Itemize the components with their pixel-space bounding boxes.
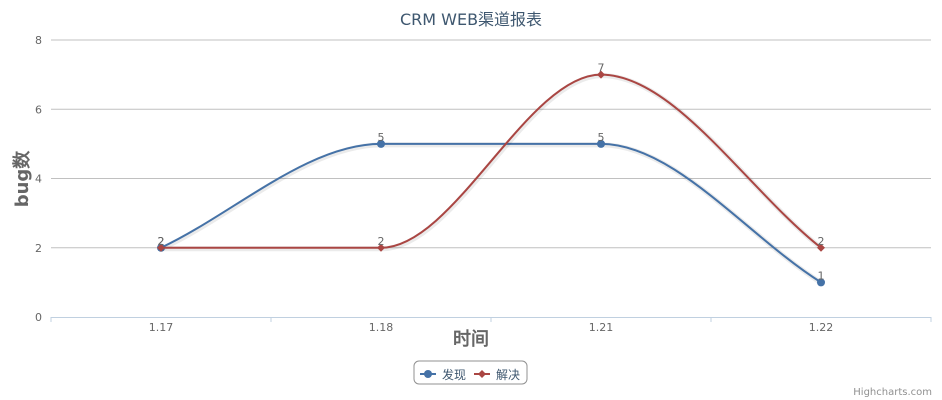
series-1-point-1 bbox=[377, 243, 385, 252]
legend-marker-found bbox=[424, 370, 432, 378]
series-1-point-2 bbox=[597, 70, 605, 79]
series-1-point-3 bbox=[817, 243, 825, 252]
series-0-data-label-0: 2 bbox=[158, 235, 165, 248]
series-1-point-0 bbox=[157, 243, 165, 252]
series-lines bbox=[157, 70, 825, 287]
y-tick-label-2: 4 bbox=[35, 173, 42, 186]
series-0-data-label-2: 5 bbox=[598, 131, 605, 144]
series-1-data-label-0: 2 bbox=[158, 235, 165, 248]
series-1-data-label-1: 2 bbox=[378, 235, 385, 248]
series-0-point-2 bbox=[597, 139, 605, 148]
chart-title: CRM WEB渠道报表 bbox=[400, 10, 542, 29]
x-tick-label-3: 1.22 bbox=[809, 321, 834, 334]
y-tick-label-1: 2 bbox=[35, 242, 42, 255]
series-1-line bbox=[160, 73, 822, 249]
y-tick-label-3: 6 bbox=[35, 103, 42, 116]
credits-text[interactable]: Highcharts.com bbox=[853, 387, 932, 398]
legend-item-resolved[interactable]: 解决 bbox=[474, 368, 520, 382]
x-tick-label-2: 1.21 bbox=[589, 321, 614, 334]
series-0-point-1 bbox=[377, 139, 385, 148]
legend-marker-resolved bbox=[478, 370, 486, 378]
legend-box bbox=[413, 360, 528, 385]
grid-lines bbox=[51, 39, 931, 249]
y-tick-label-4: 8 bbox=[35, 34, 42, 47]
legend: 发现 解决 bbox=[413, 360, 528, 385]
series-0-data-label-1: 5 bbox=[378, 131, 385, 144]
series-0-data-label-3: 1 bbox=[818, 269, 825, 282]
legend-item-found[interactable]: 发现 bbox=[420, 367, 466, 382]
series-0-point-3 bbox=[817, 278, 825, 287]
series-0-line bbox=[160, 142, 822, 284]
data-labels: 25 512 272 bbox=[158, 62, 825, 283]
series-1-shadow bbox=[161, 73, 824, 252]
axes: 0 2 4 6 8 1.17 1.18 1.21 1.22 bbox=[35, 34, 932, 334]
x-tick-label-0: 1.17 bbox=[149, 321, 174, 334]
legend-label-resolved: 解决 bbox=[496, 368, 520, 382]
x-tick-label-1: 1.18 bbox=[369, 321, 394, 334]
x-axis-title: 时间 bbox=[453, 329, 489, 350]
y-tick-label-0: 0 bbox=[35, 311, 42, 324]
series-1-data-label-3: 2 bbox=[818, 235, 825, 248]
legend-label-found: 发现 bbox=[442, 367, 466, 382]
y-axis-title: bug数 bbox=[11, 150, 33, 208]
series-1-data-label-2: 7 bbox=[598, 62, 605, 75]
